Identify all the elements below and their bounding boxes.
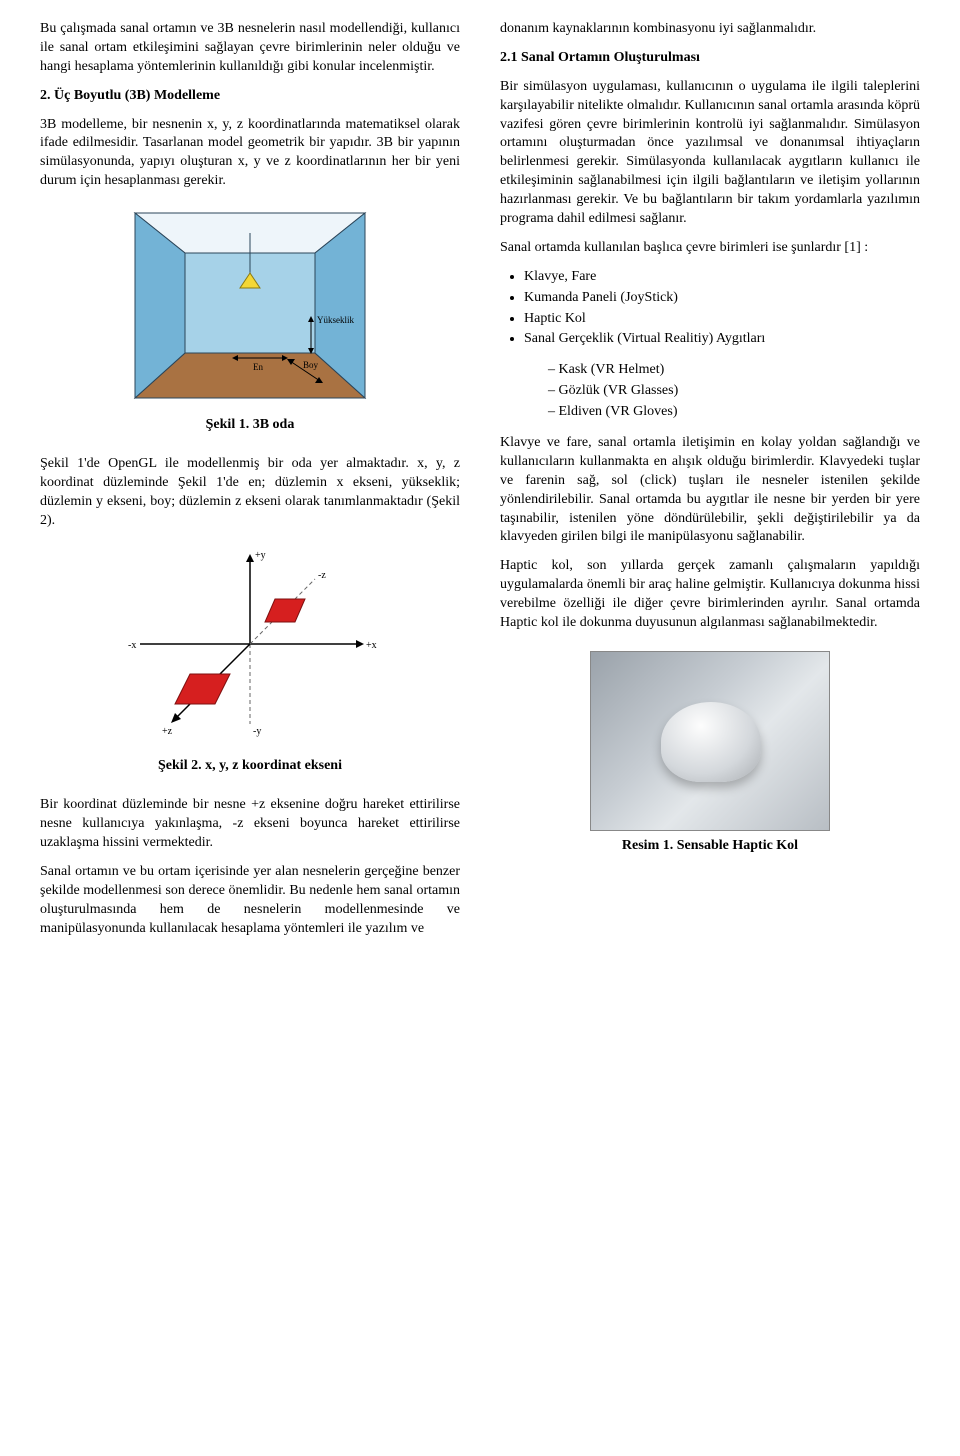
para-cevre-birimleri-intro: Sanal ortamda kullanılan başlıca çevre b… bbox=[500, 239, 920, 258]
para-sanal-ortam-model: Sanal ortamın ve bu ortam içerisinde yer… bbox=[40, 863, 460, 939]
list-item: Haptic Kol bbox=[524, 310, 920, 329]
label-plus-z: +z bbox=[162, 726, 173, 737]
figure-2-axes: +x -x +y -y +z -z Şekil 2. x, bbox=[40, 540, 460, 786]
haptic-device-photo bbox=[590, 651, 830, 831]
para-klavye-fare: Klavye ve fare, sanal ortamla iletişimin… bbox=[500, 434, 920, 547]
heading-2: 2. Üç Boyutlu (3B) Modelleme bbox=[40, 87, 460, 106]
figure-1-caption-text: Şekil 1. 3B oda bbox=[206, 417, 295, 432]
list-item: Sanal Gerçeklik (Virtual Realitiy) Aygıt… bbox=[524, 330, 920, 349]
heading-2-1: 2.1 Sanal Ortamın Oluşturulması bbox=[500, 49, 920, 68]
vr-devices-list: Kask (VR Helmet) Gözlük (VR Glasses) Eld… bbox=[548, 361, 920, 424]
figure-2-caption: Şekil 2. x, y, z koordinat ekseni bbox=[40, 757, 460, 776]
figure-1-3d-room: Yükseklik En Boy Şekil 1. 3B oda bbox=[40, 201, 460, 445]
peripherals-list: Klavye, Fare Kumanda Paneli (JoyStick) H… bbox=[524, 268, 920, 352]
list-item: Kumanda Paneli (JoyStick) bbox=[524, 289, 920, 308]
para-sekil1-desc: Şekil 1'de OpenGL ile modellenmiş bir od… bbox=[40, 455, 460, 531]
photo-caption: Resim 1. Sensable Haptic Kol bbox=[500, 837, 920, 856]
para-simulasyon: Bir simülasyon uygulaması, kullanıcının … bbox=[500, 78, 920, 229]
photo-caption-text: Resim 1. Sensable Haptic Kol bbox=[622, 838, 798, 853]
list-item: Klavye, Fare bbox=[524, 268, 920, 287]
room-svg: Yükseklik En Boy bbox=[125, 203, 375, 403]
para-z-axis: Bir koordinat düzleminde bir nesne +z ek… bbox=[40, 796, 460, 853]
para-donanim: donanım kaynaklarının kombinasyonu iyi s… bbox=[500, 20, 920, 39]
label-plus-x: +x bbox=[366, 640, 377, 651]
list-item: Gözlük (VR Glasses) bbox=[548, 382, 920, 401]
figure-2-caption-text: Şekil 2. x, y, z koordinat ekseni bbox=[158, 758, 342, 773]
label-minus-x: -x bbox=[128, 640, 136, 651]
para-3b-modelleme: 3B modelleme, bir nesnenin x, y, z koord… bbox=[40, 116, 460, 192]
label-minus-y: -y bbox=[253, 726, 261, 737]
label-minus-z: -z bbox=[318, 570, 326, 581]
figure-1-caption: Şekil 1. 3B oda bbox=[40, 416, 460, 435]
list-item: Eldiven (VR Gloves) bbox=[548, 403, 920, 422]
para-intro: Bu çalışmada sanal ortamın ve 3B nesnele… bbox=[40, 20, 460, 77]
label-boy: Boy bbox=[303, 360, 319, 370]
figure-haptic-photo: Resim 1. Sensable Haptic Kol bbox=[500, 643, 920, 866]
label-yukseklik: Yükseklik bbox=[317, 315, 354, 325]
list-item: Kask (VR Helmet) bbox=[548, 361, 920, 380]
label-en: En bbox=[253, 362, 263, 372]
axes-svg: +x -x +y -y +z -z bbox=[120, 544, 380, 744]
label-plus-y: +y bbox=[255, 550, 266, 561]
para-haptic: Haptic kol, son yıllarda gerçek zamanlı … bbox=[500, 557, 920, 633]
